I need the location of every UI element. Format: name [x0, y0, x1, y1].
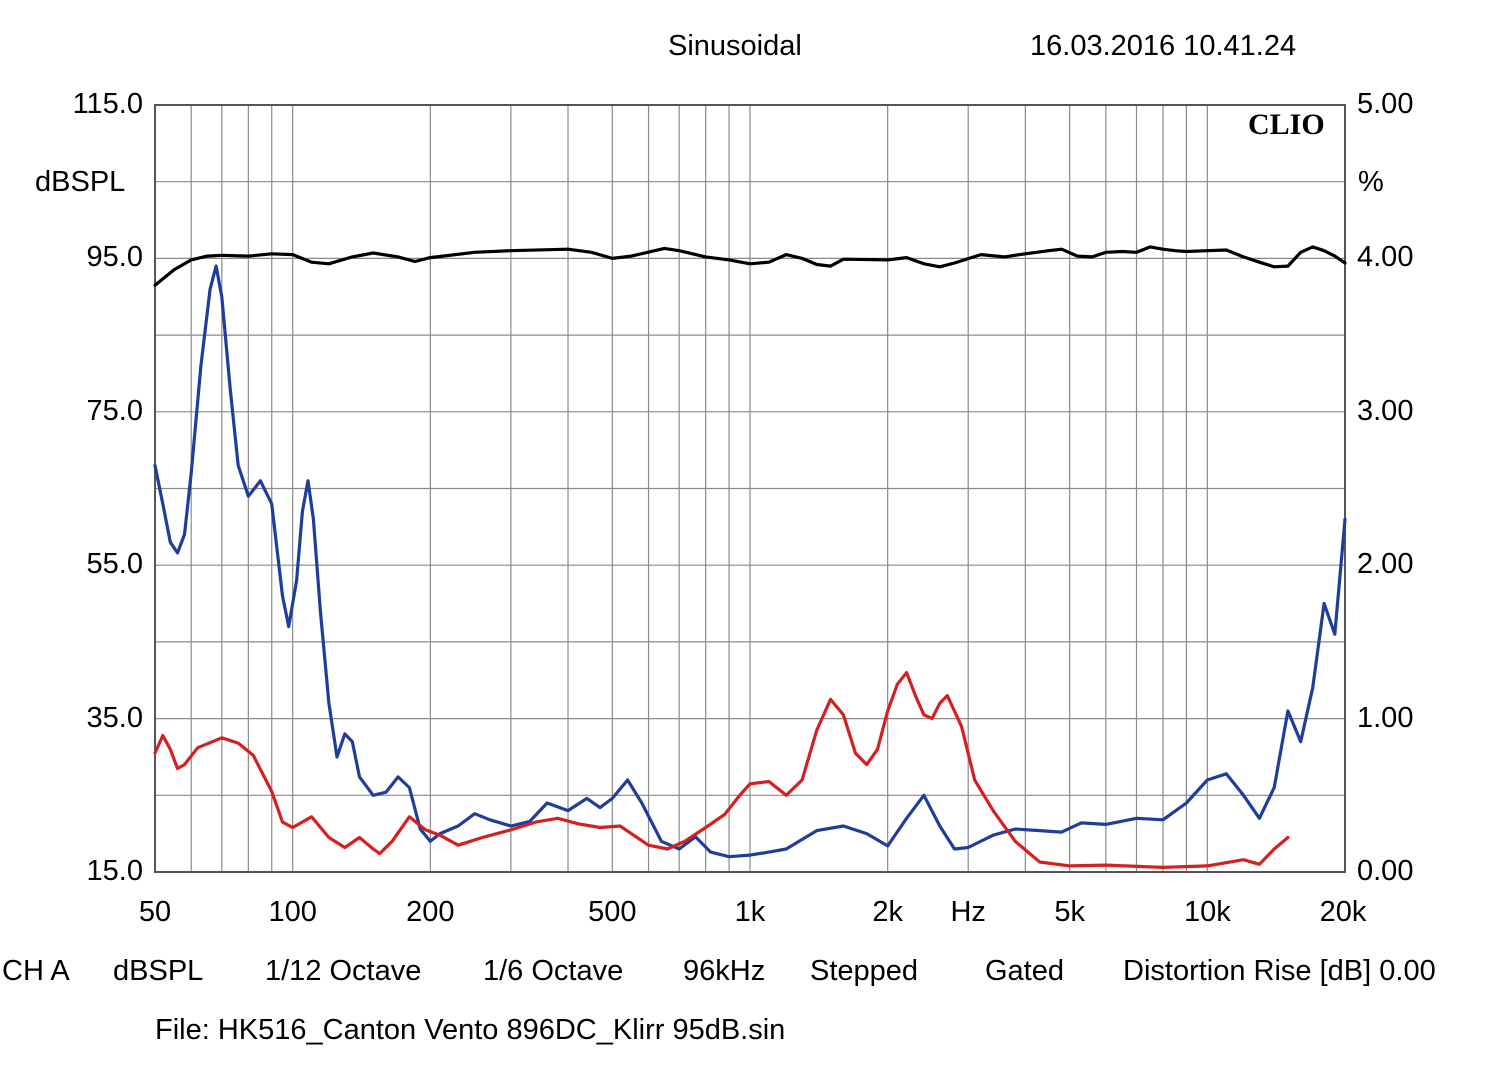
series-line-1 — [153, 264, 1347, 859]
y-tick-label-right: 1.00 — [1357, 701, 1414, 734]
series-line-2 — [153, 671, 1290, 869]
x-tick-label: Hz — [950, 896, 986, 928]
y-tick-label-left: 15.0 — [86, 855, 143, 887]
smoothing-label: 1/12 Octave — [265, 955, 422, 987]
clio-logo: CLIO — [1248, 108, 1325, 141]
file-name: File: HK516_Canton Vento 896DC_Klirr 95d… — [155, 1014, 786, 1046]
y-tick-label-right: 3.00 — [1357, 394, 1414, 427]
y-tick-label-right: 5.00 — [1357, 88, 1414, 120]
sample-rate-label: 96kHz — [683, 955, 766, 987]
x-tick-label: 500 — [588, 896, 637, 928]
measurement-settings: CH A dBSPL 1/12 Octave 1/6 Octave 96kHz … — [0, 955, 1500, 991]
chart-grid — [155, 105, 1345, 872]
y-tick-label-left: 95.0 — [86, 241, 143, 274]
plot-frame — [154, 104, 1346, 873]
sweep-mode-label: Stepped — [810, 955, 919, 987]
series-line-0 — [153, 245, 1347, 287]
x-tick-label: 20k — [1319, 896, 1367, 928]
y-axis-label: dBSPL — [35, 166, 126, 198]
x-tick-label: 1k — [734, 896, 766, 928]
x-tick-label: 100 — [268, 896, 317, 928]
channel-label: CH A — [2, 955, 70, 987]
unit-label: dBSPL — [113, 955, 204, 987]
x-tick-label: 10k — [1183, 896, 1231, 928]
distortion-rise-label: Distortion Rise [dB] 0.00 — [1123, 955, 1436, 987]
gating-label: Gated — [985, 955, 1064, 987]
y-tick-label-left: 75.0 — [86, 394, 143, 427]
x-tick-label: 5k — [1054, 896, 1085, 928]
y-tick-label-right: 0.00 — [1357, 855, 1414, 887]
y-tick-label-right: 2.00 — [1357, 548, 1414, 581]
resolution-label: 1/6 Octave — [483, 955, 624, 987]
y-tick-label-left: 115.0 — [72, 88, 143, 120]
x-tick-label: 50 — [138, 896, 172, 928]
chart-mode-title: Sinusoidal — [668, 30, 802, 62]
x-tick-label: 2k — [872, 896, 903, 928]
y2-axis-label: % — [1358, 166, 1384, 198]
measurement-timestamp: 16.03.2016 10.41.24 — [1030, 30, 1297, 62]
y-tick-label-right: 4.00 — [1357, 241, 1414, 274]
y-tick-label-left: 55.0 — [86, 548, 143, 581]
x-tick-label: 200 — [406, 896, 455, 928]
chart-series — [153, 245, 1347, 869]
y-tick-label-left: 35.0 — [86, 701, 143, 734]
